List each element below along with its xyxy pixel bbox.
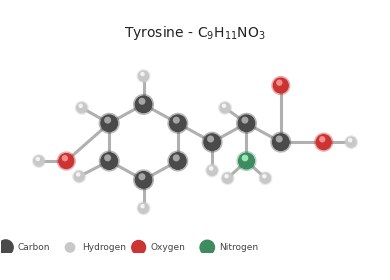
Point xyxy=(139,174,145,179)
Point xyxy=(209,168,215,173)
Point xyxy=(106,159,112,163)
Text: Tyrosine - C$_9$H$_{11}$NO$_3$: Tyrosine - C$_9$H$_{11}$NO$_3$ xyxy=(124,24,266,43)
Point xyxy=(262,176,268,180)
Point xyxy=(173,156,179,160)
Point xyxy=(243,159,250,163)
Point xyxy=(140,74,147,78)
Point xyxy=(242,118,248,122)
Point xyxy=(140,102,147,107)
Point xyxy=(278,83,284,88)
Point xyxy=(209,140,215,144)
Point xyxy=(209,168,215,173)
Point xyxy=(105,118,111,122)
Point xyxy=(278,140,284,144)
Point xyxy=(243,121,250,125)
Point xyxy=(78,104,84,108)
Point xyxy=(243,159,250,163)
Point xyxy=(106,121,112,125)
Point xyxy=(75,172,81,177)
Point xyxy=(36,159,42,163)
Point xyxy=(207,137,214,141)
Point xyxy=(321,140,327,144)
Text: Oxygen: Oxygen xyxy=(151,243,186,252)
Point xyxy=(140,178,147,182)
Point xyxy=(278,140,284,144)
Point xyxy=(262,176,268,180)
Text: Nitrogen: Nitrogen xyxy=(219,243,259,252)
Point xyxy=(173,118,179,122)
Point xyxy=(261,174,268,178)
Point xyxy=(62,156,68,160)
Point xyxy=(35,157,41,161)
Point xyxy=(140,74,147,78)
Point xyxy=(106,121,112,125)
Point xyxy=(348,140,354,144)
Point xyxy=(276,137,282,141)
Point xyxy=(223,174,230,178)
Point xyxy=(278,83,284,88)
Point xyxy=(204,245,211,250)
Point xyxy=(136,245,142,250)
Point xyxy=(139,72,145,76)
Point xyxy=(79,106,85,110)
Point xyxy=(140,206,147,211)
Text: Carbon: Carbon xyxy=(18,243,50,252)
Point xyxy=(63,159,69,163)
Point xyxy=(276,80,282,85)
Point xyxy=(319,137,325,142)
Point xyxy=(63,159,69,163)
Point xyxy=(140,178,147,182)
Point xyxy=(321,140,327,144)
Point xyxy=(76,174,82,179)
Point xyxy=(222,106,228,110)
Point xyxy=(106,159,112,163)
Point xyxy=(175,121,181,125)
Point xyxy=(225,176,231,180)
Point xyxy=(208,166,214,171)
Point xyxy=(105,156,111,160)
Point xyxy=(347,138,353,142)
Point xyxy=(209,140,215,144)
Point xyxy=(139,99,145,104)
Point xyxy=(79,106,85,110)
Point xyxy=(140,102,147,107)
Text: Hydrogen: Hydrogen xyxy=(82,243,126,252)
Point xyxy=(221,104,227,108)
Point xyxy=(139,204,145,208)
Point xyxy=(348,140,354,144)
Point xyxy=(243,121,250,125)
Point xyxy=(222,106,228,110)
Point xyxy=(76,174,82,179)
Point xyxy=(175,159,181,163)
Point xyxy=(225,176,231,180)
Point xyxy=(36,159,42,163)
Point xyxy=(175,159,181,163)
Point xyxy=(67,245,73,250)
Point xyxy=(175,121,181,125)
Point xyxy=(3,245,9,250)
Point xyxy=(242,156,248,160)
Point xyxy=(140,206,147,211)
